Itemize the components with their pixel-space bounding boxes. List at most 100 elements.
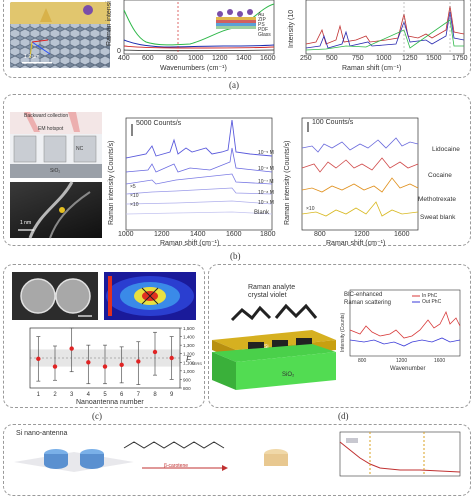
c-data-point (119, 362, 124, 368)
d-inset-plot (349, 289, 461, 357)
a-right-xtick: 1250 (402, 55, 418, 62)
b-right-xlabel: Raman shift (cm⁻¹) (326, 240, 386, 247)
b-right-xtick: 800 (314, 231, 326, 238)
b-right-xticks: 800 1200 1600 (302, 231, 418, 240)
d-inset-title-1: BIC-enhanced (344, 292, 383, 298)
a-xtick: 1200 (212, 55, 228, 62)
c-xtick-label: 5 (103, 392, 107, 398)
c-sem-image (12, 272, 98, 320)
e-spectrum-plot (339, 431, 461, 477)
panel-d-frame (208, 264, 471, 408)
b-label-sweat: Sweat blank (420, 214, 456, 221)
layer-au: Au (258, 12, 265, 18)
b-conc-6: 10⁻⁶ M (258, 166, 274, 172)
a-spectrum-xticks: 400 600 800 1000 1200 1400 1600 (118, 55, 276, 64)
c-field-map (104, 272, 196, 320)
c-ytick-label: 1,500 (183, 326, 195, 331)
b-right-xtick: 1200 (354, 231, 370, 238)
b-left-xtick: 1800 (260, 231, 276, 238)
c-data-point (69, 346, 74, 351)
b-conc-9: 10⁻⁹ M (258, 200, 274, 206)
d-inset-xlabel: Wavenumber (390, 366, 426, 372)
c-xtick-label: 2 (53, 392, 57, 398)
b-backward-label: Backward collection (24, 113, 69, 119)
b-sio2-label: SiO₂ (50, 168, 61, 174)
b-left-xtick: 1600 (226, 231, 242, 238)
c-plot-frame (29, 327, 181, 389)
b-conc-8: 10⁻⁸ M (258, 190, 274, 196)
d-title-2: crystal violet (248, 292, 287, 299)
a-xtick: 600 (142, 55, 154, 62)
a-right-xtick: 1750 (452, 55, 468, 62)
b-hotspot-label: EM hotspot (38, 126, 64, 132)
c-ylabel-sub: SERS (191, 361, 202, 366)
d-title-1: Raman analyte (248, 284, 296, 291)
c-ytick-label: 800 (183, 386, 191, 391)
a-ytick-0: 0 (117, 48, 121, 55)
c-xtick-label: 8 (153, 392, 157, 398)
a-spectrum-ylabel: Raman intensi (106, 1, 113, 46)
b-right-mult: ×10 (306, 206, 315, 212)
d-inset-xtick: 1200 (396, 358, 408, 364)
d-sio2-label: SiO₂ (282, 372, 295, 378)
panel-b-frame (3, 94, 471, 246)
b-label-cocaine: Cocaine (428, 172, 452, 179)
c-xtick-label: 9 (170, 392, 174, 398)
a-right-xticks: 250 500 750 1000 1250 1500 1750 (300, 55, 468, 64)
c-data-point (36, 356, 41, 362)
panel-c-frame (3, 264, 205, 408)
d-legend-out: Out PhC (422, 299, 442, 305)
a-right-xtick: 750 (352, 55, 364, 62)
a-right-xtick: 250 (300, 55, 312, 62)
d-inset-title-2: Raman scattering (344, 300, 392, 306)
b-left-ylabel: Raman intensity (Counts/s) (108, 140, 115, 225)
a-right-ylabel: Intensity (10 (288, 9, 295, 48)
c-xlabel: Nanoantenna number (76, 399, 144, 406)
c-data-point (152, 349, 158, 355)
c-ytick-label: 1,000 (183, 369, 195, 374)
d-inset-xtick: 1600 (434, 358, 446, 364)
b-illustration: Backward collection EM hotspot NC SiO₂ (10, 112, 102, 178)
c-xtick-label: 3 (70, 392, 74, 398)
c-xtick-label: 1 (37, 392, 41, 398)
d-inset-xtick: 800 (358, 358, 367, 364)
d-legend-in: In PhC (422, 293, 438, 299)
a-xtick: 800 (166, 55, 178, 62)
b-conc-7: 10⁻⁷ M (258, 179, 274, 185)
c-ytick-label: 1,100 (183, 360, 195, 365)
a-xtick: 1600 (260, 55, 276, 62)
a-right-xtick: 1000 (376, 55, 392, 62)
c-data-point (52, 364, 58, 369)
b-scale-label: 1 nm (20, 220, 32, 226)
b-tem-image: 1 nm (10, 181, 102, 239)
b-conc-5: 10⁻⁵ M (258, 150, 274, 156)
panel-b-label: (b) (230, 251, 241, 261)
b-mult-3: ×10 (130, 202, 139, 208)
a-xtick: 1400 (236, 55, 252, 62)
d-nsi-label: Si (264, 344, 269, 350)
c-chart: 1 2 3 4 5 6 7 8 9 800 900 1,000 1,100 1,200 1,300 1,400… (29, 326, 195, 398)
e-reaction-label: β-carotene (164, 463, 188, 469)
b-left-plot (125, 117, 273, 231)
c-data-point (102, 364, 108, 369)
c-xtick-label: 6 (120, 392, 124, 398)
panel-d-label: (d) (338, 411, 349, 421)
b-left-scale: 5000 Counts/s (136, 120, 182, 127)
a-xtick: 1000 (188, 55, 204, 62)
e-illustration: β-carotene (14, 438, 314, 474)
c-ytick-label: 900 (183, 377, 191, 382)
a-right-xtick: 500 (326, 55, 338, 62)
b-right-ylabel: Raman intensity (Counts/s) (284, 140, 291, 225)
layer-glass: Glass (258, 32, 271, 38)
c-ytick-label: 1,300 (183, 343, 195, 348)
b-left-xtick: 1200 (154, 231, 170, 238)
a-xtick: 400 (118, 55, 130, 62)
b-label-lidocaine: Lidocaine (432, 146, 460, 153)
a-spectrum-xlabel: Wavenumbers (cm⁻¹) (160, 65, 227, 72)
b-blank: Blank (254, 210, 270, 216)
b-right-plot (301, 117, 419, 231)
c-ytick-label: 1,400 (183, 335, 195, 340)
panel-a-sem-image: 1.2 μm (10, 2, 110, 68)
c-ytick-label: 1,200 (183, 352, 195, 357)
panel-a-frame (3, 0, 471, 78)
